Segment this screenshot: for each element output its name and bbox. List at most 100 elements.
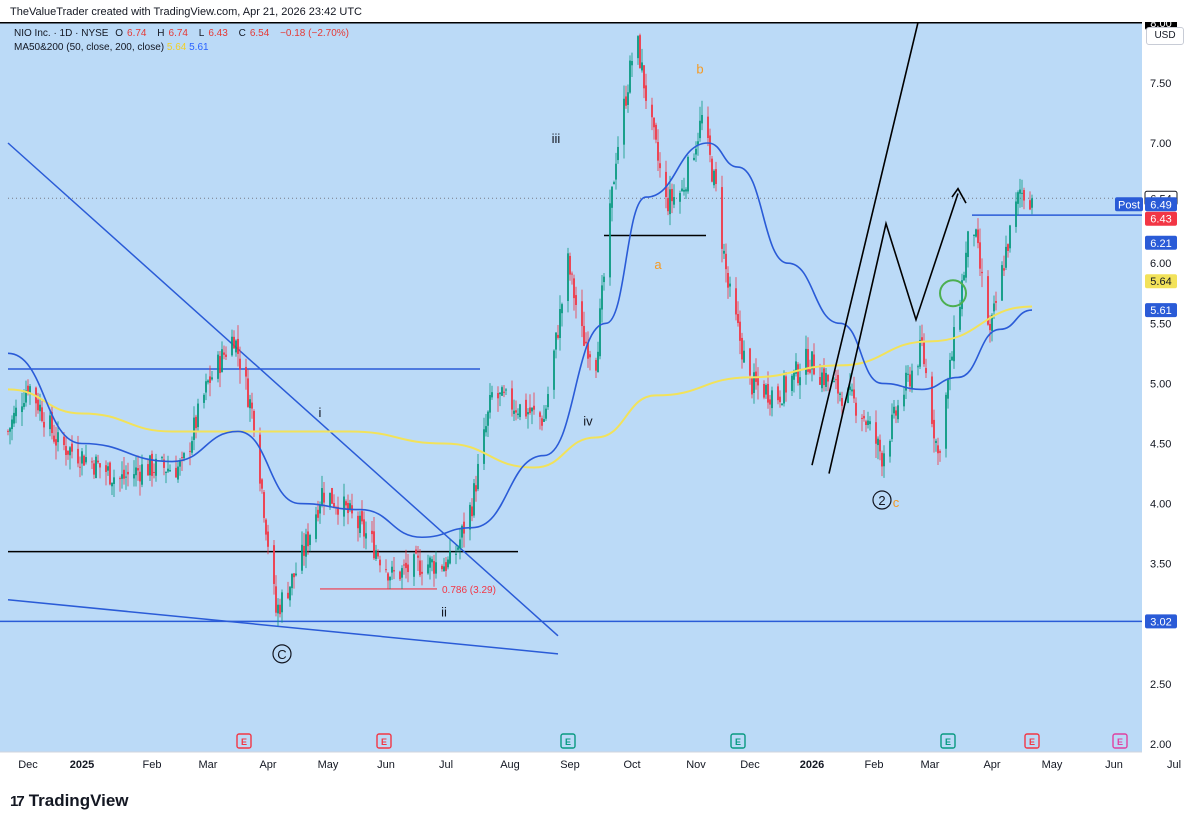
candle-body: [611, 186, 613, 208]
candle-body: [825, 372, 827, 387]
price-tag-bg: [1145, 303, 1177, 318]
candle-body: [911, 370, 913, 389]
candle-body: [543, 419, 545, 422]
candle-body: [121, 474, 123, 479]
candle-body: [1023, 190, 1025, 201]
wave-label: c: [893, 495, 900, 510]
x-tick-label: 2025: [70, 759, 94, 771]
candle-body: [83, 455, 85, 466]
candle-body: [879, 439, 881, 452]
currency-button[interactable]: USD: [1146, 27, 1184, 45]
chart-credit: TheValueTrader created with TradingView.…: [10, 6, 362, 18]
y-tick-label: 2.50: [1150, 679, 1171, 691]
candle-body: [979, 242, 981, 269]
candle-body: [827, 374, 829, 382]
candle-body: [111, 482, 113, 487]
candle-body: [631, 61, 633, 66]
candle-body: [401, 568, 403, 578]
candle-body: [573, 278, 575, 299]
x-tick-label: Oct: [623, 759, 640, 771]
candle-body: [233, 336, 235, 349]
candle-body: [875, 422, 877, 444]
wave-label: ii: [441, 605, 447, 620]
price-tag: 6.21: [1150, 238, 1171, 250]
candle-body: [729, 283, 731, 287]
candle-body: [51, 412, 53, 434]
y-tick-label: 7.50: [1150, 78, 1171, 90]
candle-body: [497, 393, 499, 399]
earnings-icon-label: E: [381, 737, 387, 747]
candle-body: [1005, 246, 1007, 268]
candle-body: [645, 85, 647, 101]
candle-body: [849, 386, 851, 390]
candle-body: [123, 469, 125, 479]
candle-body: [679, 193, 681, 202]
candle-body: [711, 158, 713, 182]
candle-body: [629, 60, 631, 93]
candle-body: [823, 368, 825, 386]
candle-body: [337, 506, 339, 515]
price-tag-bg: [1145, 235, 1177, 250]
candle-body: [625, 96, 627, 106]
candle-body: [181, 457, 183, 459]
chart-legend: NIO Inc. · 1D · NYSE O 6.74 H 6.74 L 6.43 C…: [14, 27, 353, 55]
candle-body: [809, 369, 811, 373]
candle-body: [303, 545, 305, 556]
candle-body: [21, 406, 23, 413]
symbol-label[interactable]: NIO Inc. · 1D · NYSE: [14, 28, 109, 39]
candle-body: [135, 467, 137, 476]
price-chart[interactable]: 2.002.503.003.504.004.505.005.506.006.50…: [0, 22, 1200, 777]
ma-label[interactable]: MA50&200 (50, close, 200, close): [14, 42, 165, 53]
candle-body: [821, 372, 823, 389]
y-tick-label: 2.00: [1150, 739, 1171, 751]
candle-body: [1017, 192, 1019, 204]
candle-body: [347, 502, 349, 514]
candle-body: [651, 104, 653, 118]
candle-body: [387, 573, 389, 581]
candle-body: [119, 478, 121, 480]
price-tag-3-02: 3.02: [1150, 616, 1171, 628]
candle-body: [389, 576, 391, 581]
candle-body: [603, 276, 605, 283]
x-tick-label: Mar: [921, 759, 940, 771]
candle-body: [373, 531, 375, 559]
candle-body: [67, 450, 69, 455]
candle-body: [503, 391, 505, 393]
candle-body: [669, 189, 671, 215]
candle-body: [1001, 265, 1003, 301]
candle-body: [167, 468, 169, 472]
candle-body: [261, 479, 263, 489]
projection-zigzag: [828, 193, 959, 474]
candle-body: [349, 503, 351, 510]
candle-body: [861, 417, 863, 419]
candle-body: [547, 394, 549, 408]
plot-background: [0, 22, 1142, 752]
candle-body: [491, 392, 493, 398]
candle-body: [141, 464, 143, 485]
earnings-icon: [1024, 733, 1040, 749]
candle-body: [13, 412, 15, 424]
candle-body: [723, 250, 725, 254]
candle-body: [671, 188, 673, 202]
candle-body: [279, 604, 281, 615]
chart-area[interactable]: 2.002.503.003.504.004.505.005.506.006.50…: [0, 22, 1200, 777]
projection-wave3-line: [811, 22, 919, 466]
candle-body: [459, 539, 461, 549]
candle-body: [779, 396, 781, 403]
candle-body: [421, 571, 423, 574]
earnings-icon: [940, 733, 956, 749]
candle-body: [357, 515, 359, 529]
candle-body: [833, 380, 835, 383]
candle-body: [203, 394, 205, 403]
candle-body: [237, 338, 239, 354]
candle-body: [37, 399, 39, 411]
candle-body: [813, 354, 815, 375]
candle-body: [923, 341, 925, 365]
wave-label: b: [696, 61, 703, 76]
candle-body: [175, 467, 177, 478]
candle-body: [525, 399, 527, 417]
candle-body: [515, 410, 517, 413]
candle-body: [319, 504, 321, 514]
candle-body: [91, 461, 93, 463]
ma50-line: [7, 142, 1033, 539]
